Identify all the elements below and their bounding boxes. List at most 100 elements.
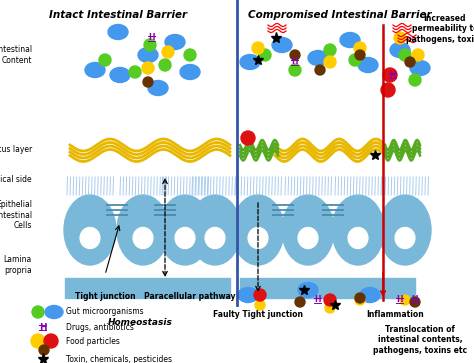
Circle shape [410,297,420,307]
Ellipse shape [358,57,378,73]
Ellipse shape [148,81,168,95]
Ellipse shape [298,282,318,298]
Ellipse shape [390,42,410,57]
Ellipse shape [272,37,292,53]
Circle shape [32,306,44,318]
Ellipse shape [108,24,128,40]
Ellipse shape [308,50,328,65]
Text: Toxin, chemicals, pesticides: Toxin, chemicals, pesticides [66,355,172,363]
Circle shape [254,289,266,301]
Ellipse shape [45,306,63,318]
Text: Compromised Intestinal Barrier: Compromised Intestinal Barrier [248,10,432,20]
Circle shape [255,300,265,310]
Circle shape [99,54,111,66]
Circle shape [354,42,366,54]
Ellipse shape [238,287,258,302]
Circle shape [159,59,171,71]
Ellipse shape [138,48,158,62]
Circle shape [355,293,365,303]
Ellipse shape [189,195,241,265]
Ellipse shape [332,195,384,265]
Text: Lamina
propria: Lamina propria [4,255,32,275]
Circle shape [252,42,264,54]
Circle shape [381,83,395,97]
Circle shape [355,295,365,305]
Circle shape [295,297,305,307]
FancyBboxPatch shape [240,278,415,298]
Text: H: H [412,295,418,305]
Ellipse shape [282,195,334,265]
Ellipse shape [180,65,200,79]
Text: Intact Intestinal Barrier: Intact Intestinal Barrier [49,10,187,20]
Text: Paracellular pathway: Paracellular pathway [144,292,236,301]
Text: Tight junction: Tight junction [75,292,135,301]
Ellipse shape [175,228,195,249]
Circle shape [129,66,141,78]
Circle shape [290,50,300,60]
Circle shape [324,44,336,56]
Text: Apical side: Apical side [0,175,32,184]
Ellipse shape [348,228,368,249]
Circle shape [394,32,406,44]
Ellipse shape [248,228,268,249]
Text: H: H [39,322,47,331]
Circle shape [409,74,421,86]
Text: Epithelial
Intestinal
Cells: Epithelial Intestinal Cells [0,200,32,230]
Circle shape [241,131,255,145]
Ellipse shape [298,228,318,249]
Ellipse shape [395,228,415,249]
Text: Food particles: Food particles [66,337,120,346]
Text: Translocation of
intestinal contents,
pathogens, toxins etc: Translocation of intestinal contents, pa… [373,325,467,355]
Circle shape [383,68,397,82]
Circle shape [143,77,153,87]
Ellipse shape [340,33,360,48]
Text: Increased
permeability to
pathogens, toxins: Increased permeability to pathogens, tox… [406,14,474,44]
Circle shape [325,303,335,313]
Circle shape [39,345,49,355]
Circle shape [289,64,301,76]
Circle shape [31,334,45,348]
Circle shape [324,56,336,68]
Ellipse shape [232,195,284,265]
Ellipse shape [410,61,430,76]
Ellipse shape [165,34,185,49]
Circle shape [315,65,325,75]
Text: Inflammation: Inflammation [366,310,424,319]
Circle shape [349,54,361,66]
Circle shape [184,49,196,61]
Text: H: H [292,57,298,66]
Circle shape [162,46,174,58]
Ellipse shape [133,228,153,249]
Text: Gut microorganisms: Gut microorganisms [66,307,144,317]
Ellipse shape [64,195,116,265]
Circle shape [324,294,336,306]
Circle shape [412,49,424,61]
Text: Faulty Tight junction: Faulty Tight junction [213,310,303,319]
Text: H: H [390,70,396,79]
Ellipse shape [205,228,225,249]
Circle shape [142,62,154,74]
Ellipse shape [117,195,169,265]
Circle shape [405,57,415,67]
Text: Drugs, antibiotics: Drugs, antibiotics [66,322,134,331]
Circle shape [400,295,410,305]
Text: Intestinal
Content: Intestinal Content [0,45,32,65]
Ellipse shape [379,195,431,265]
Ellipse shape [360,287,380,302]
Circle shape [355,50,365,60]
FancyBboxPatch shape [65,278,230,298]
Ellipse shape [240,54,260,69]
Circle shape [399,49,411,61]
Circle shape [259,49,271,61]
Ellipse shape [110,68,130,82]
Circle shape [144,39,156,51]
Ellipse shape [85,62,105,77]
Text: H: H [397,295,403,305]
Ellipse shape [80,228,100,249]
Text: H: H [315,295,321,305]
Text: Homeostasis: Homeostasis [108,318,173,327]
Ellipse shape [159,195,211,265]
Circle shape [44,334,58,348]
Text: H: H [149,33,155,42]
Text: Mucus layer: Mucus layer [0,146,32,155]
